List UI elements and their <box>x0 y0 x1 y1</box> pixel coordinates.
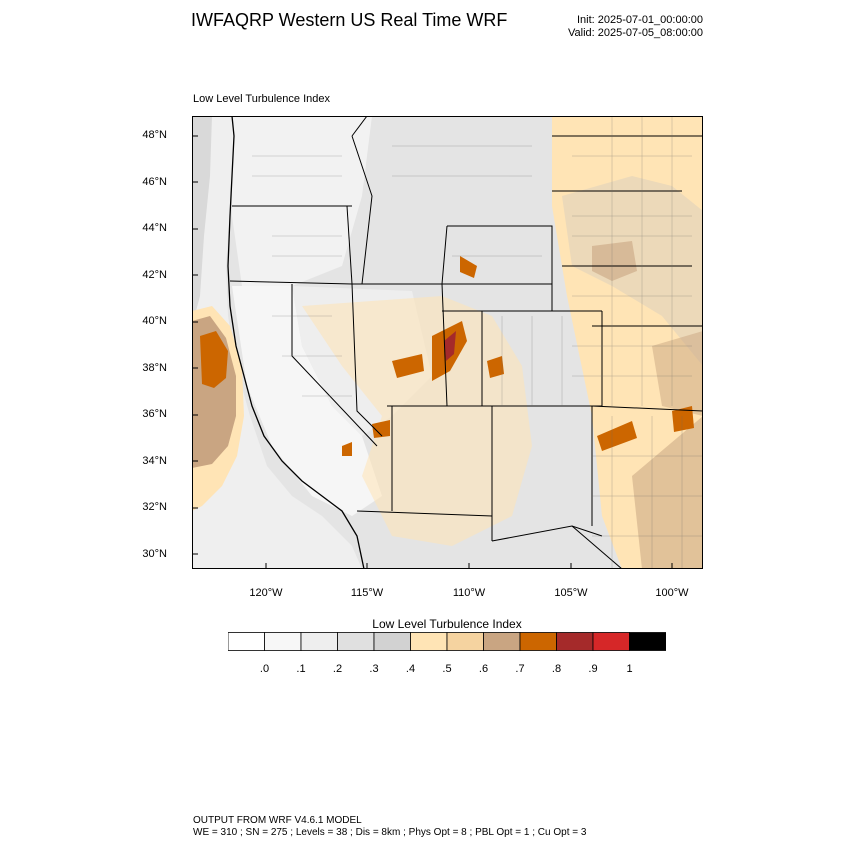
lat-label-42: 42°N <box>142 269 167 281</box>
offshore-gray <box>192 116 212 326</box>
colorbar-tick-label: .8 <box>551 663 562 675</box>
colorbar-cell <box>300 632 338 651</box>
colorbar-tick-label: .7 <box>515 663 525 675</box>
map-panel <box>192 116 703 569</box>
california-land <box>232 286 382 516</box>
axis-ticks <box>192 135 673 569</box>
lat-label-36: 36°N <box>142 408 167 420</box>
colorbar-tick-label: .4 <box>405 663 416 675</box>
colorbar-tick-label: .5 <box>442 663 452 675</box>
colorbar-cell <box>228 632 265 651</box>
lat-label-46: 46°N <box>142 176 167 188</box>
lat-label-48: 48°N <box>142 129 167 141</box>
lat-label-40: 40°N <box>142 315 167 327</box>
lon-label-100: 100°W <box>655 587 689 599</box>
plains-moderate-turbulence-south <box>632 416 703 569</box>
colorbar-cell <box>337 632 375 651</box>
utah-south-high-turbulence <box>392 354 424 378</box>
wyoming-high-turbulence <box>460 256 477 278</box>
plot-label: Low Level Turbulence Index <box>193 93 330 105</box>
colorbar-cell <box>629 632 666 651</box>
lon-label-120: 120°W <box>249 587 283 599</box>
colorbar <box>228 632 666 651</box>
model-footer: OUTPUT FROM WRF V4.6.1 MODEL WE = 310 ; … <box>193 815 586 839</box>
chart-title: IWFAQRP Western US Real Time WRF <box>191 10 508 30</box>
colorbar-cell <box>556 632 594 651</box>
colorbar-cell <box>483 632 521 651</box>
lon-label-110: 110°W <box>452 587 486 599</box>
colorbar-cell <box>410 632 448 651</box>
rockies-light-turbulence <box>302 296 532 546</box>
dakota-moderate-turbulence <box>592 241 637 281</box>
footer-line-1: OUTPUT FROM WRF V4.6.1 MODEL <box>193 815 362 826</box>
lat-label-30: 30°N <box>142 548 167 560</box>
map-frame <box>192 116 703 569</box>
colorbar-cell <box>373 632 411 651</box>
colorbar-tick-label: 1 <box>626 663 633 675</box>
colorbar-cell <box>519 632 557 651</box>
init-valid-times: Init: 2025-07-01_00:00:00 Valid: 2025-07… <box>568 14 703 40</box>
plains-moderate-turbulence-east <box>652 331 703 416</box>
lon-label-105: 105°W <box>554 587 588 599</box>
state-borders <box>229 116 703 569</box>
colorbar-cell <box>592 632 630 651</box>
colorbar-tick-label: .3 <box>369 663 379 675</box>
lat-label-34: 34°N <box>142 455 167 467</box>
lon-label-115: 115°W <box>350 587 384 599</box>
colorbar-tick-label: .0 <box>259 663 270 675</box>
offshore-high-turbulence <box>200 331 228 388</box>
panhandle-high-turbulence <box>597 421 637 451</box>
colorbar-cell <box>446 632 484 651</box>
colorbar-title: Low Level Turbulence Index <box>372 617 522 631</box>
colorado-high-turbulence <box>487 356 504 378</box>
lat-label-44: 44°N <box>142 222 167 234</box>
colorbar-tick-label: .2 <box>332 663 343 675</box>
footer-line-2: WE = 310 ; SN = 275 ; Levels = 38 ; Dis … <box>193 827 587 838</box>
county-lines <box>252 116 703 569</box>
utah-severe-turbulence <box>444 331 456 361</box>
nevada-high-turbulence <box>342 442 352 456</box>
colorbar-tick-label: .9 <box>588 663 598 675</box>
arizona-high-turbulence <box>372 420 390 438</box>
oklahoma-high-turbulence <box>672 406 694 432</box>
colorbar-tick-label: .1 <box>296 663 306 675</box>
lat-label-32: 32°N <box>142 501 167 513</box>
colorbar-cell <box>264 632 302 651</box>
colorbar-tick-label: .6 <box>478 663 489 675</box>
init-time: Init: 2025-07-01_00:00:00 <box>577 14 703 26</box>
valid-time: Valid: 2025-07-05_08:00:00 <box>568 27 703 39</box>
pacific-coastline <box>227 116 365 569</box>
pacific-northwest-land <box>232 116 372 286</box>
lat-label-38: 38°N <box>142 362 167 374</box>
